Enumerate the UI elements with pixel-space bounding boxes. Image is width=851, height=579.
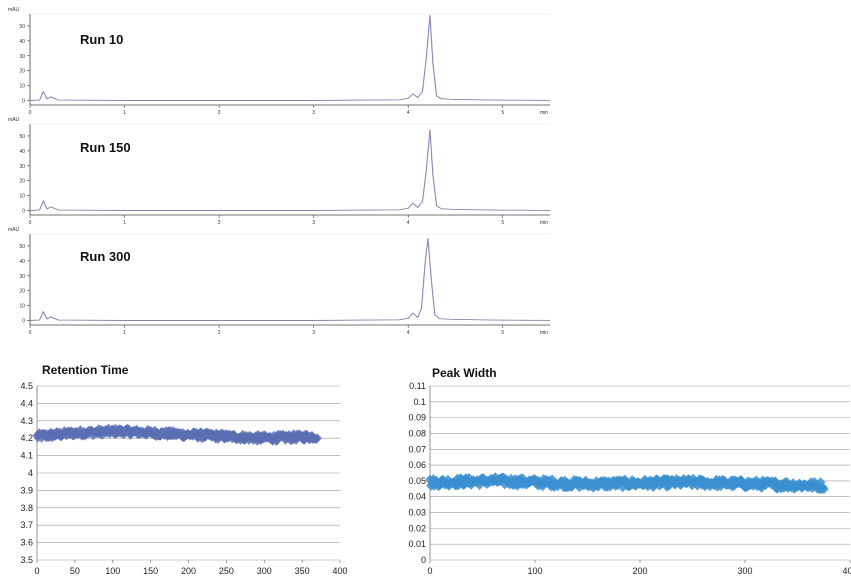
y-tick-label: 30 [19,54,25,60]
y-tick-label: 4.2 [20,433,33,443]
x-tick-label: 2 [218,220,221,226]
y-tick-label: 0 [421,555,426,565]
data-point [818,484,829,495]
x-tick-label: 200 [181,566,196,576]
x-tick-label: 250 [219,566,234,576]
x-tick-label: 0 [29,330,32,336]
x-axis-label: min [540,220,548,226]
y-tick-label: 10 [19,304,25,310]
x-tick-label: 4 [407,220,410,226]
chromatogram-panel: 0 10 20 30 40 50 0 1 2 3 4 5 mAU min Run 10 [8,7,551,116]
x-tick-label: 200 [632,566,647,576]
chart-title: Retention Time [42,363,129,377]
y-tick-label: 0.03 [408,508,426,518]
x-tick-label: 100 [527,566,542,576]
scatter-panel: 3.5 3.6 3.7 3.8 3.9 4 4.1 4.2 4.3 4.4 4.5 0 50 100 150… [20,363,347,576]
data-point [312,433,322,443]
y-tick-label: 0.1 [413,397,426,407]
y-tick-label: 4.3 [20,416,33,426]
chromatogram-trace [29,129,551,211]
chromatogram-trace-overlay [30,238,551,321]
x-tick-label: 300 [257,566,272,576]
x-tick-label: 400 [332,566,347,576]
y-tick-label: 0.11 [409,381,426,391]
y-tick-label: 20 [19,289,25,295]
scatter-panel: 0 0.01 0.02 0.03 0.04 0.05 0.06 0.07 0.08 0.09 0.1… [408,366,851,576]
chromatogram-panel: 0 10 20 30 40 50 0 1 2 3 4 5 mAU min Run 300 [8,227,551,336]
y-tick-label: 3.7 [20,520,33,530]
chart-title: Run 300 [80,249,131,264]
y-tick-label: 0.01 [408,539,426,549]
x-tick-label: 4 [407,110,410,116]
x-axis-label: min [540,110,548,116]
x-tick-label: 3 [312,110,315,116]
x-tick-label: 4 [407,330,410,336]
x-tick-label: 0 [29,220,32,226]
x-tick-label: 5 [501,220,504,226]
data-point [55,427,65,437]
y-axis-label: mAU [8,7,20,13]
y-tick-label: 30 [19,274,25,280]
y-tick-label: 40 [19,149,25,155]
y-axis-label: mAU [8,117,20,123]
y-tick-label: 0.06 [408,460,426,470]
y-tick-label: 40 [19,39,25,45]
y-tick-label: 10 [19,194,25,200]
y-tick-label: 40 [19,259,25,265]
y-tick-label: 10 [19,84,25,90]
y-tick-label: 3.8 [20,503,33,513]
x-tick-label: 1 [123,330,126,336]
x-tick-label: 3 [312,330,315,336]
chart-title: Run 10 [80,32,123,47]
x-tick-label: 5 [501,330,504,336]
y-tick-label: 4.4 [20,398,33,408]
y-tick-label: 50 [19,244,25,250]
y-tick-label: 0.05 [408,476,426,486]
y-tick-label: 0.08 [408,428,426,438]
x-tick-label: 2 [218,330,221,336]
y-tick-label: 0.07 [408,444,426,454]
y-tick-label: 4.1 [20,451,33,461]
chromatogram-trace-overlay [30,15,551,101]
y-tick-label: 20 [19,69,25,75]
y-tick-label: 3.5 [20,555,33,565]
y-tick-label: 3.6 [20,538,33,548]
x-tick-label: 0 [34,566,39,576]
x-tick-label: 1 [123,110,126,116]
chromatogram-trace [29,15,551,101]
x-tick-label: 1 [123,220,126,226]
y-tick-label: 0 [22,319,25,325]
x-tick-label: 2 [218,110,221,116]
y-tick-label: 4.5 [20,381,33,391]
y-axis-label: mAU [8,227,20,233]
y-tick-label: 3.9 [20,485,33,495]
y-tick-label: 50 [19,24,25,30]
x-tick-label: 5 [501,110,504,116]
x-tick-label: 100 [105,566,120,576]
x-tick-label: 350 [295,566,310,576]
chart-title: Peak Width [432,366,497,380]
x-axis-label: min [540,330,548,336]
y-tick-label: 0 [22,209,25,215]
y-tick-label: 0.02 [408,523,426,533]
y-tick-label: 4 [28,468,33,478]
y-tick-label: 0.09 [408,413,426,423]
x-tick-label: 3 [312,220,315,226]
y-tick-label: 50 [19,134,25,140]
y-tick-label: 20 [19,179,25,185]
chart-title: Run 150 [80,140,131,155]
chromatogram-trace [29,238,551,321]
y-tick-label: 0 [22,99,25,105]
x-tick-label: 150 [143,566,158,576]
chromatogram-trace-overlay [30,129,551,211]
chromatogram-panel: 0 10 20 30 40 50 0 1 2 3 4 5 mAU min Run 150 [8,117,551,226]
y-tick-label: 0.04 [408,492,426,502]
x-tick-label: 300 [737,566,752,576]
y-tick-label: 30 [19,164,25,170]
x-tick-label: 50 [70,566,80,576]
x-tick-label: 400 [842,566,851,576]
x-tick-label: 0 [29,110,32,116]
x-tick-label: 0 [427,566,432,576]
